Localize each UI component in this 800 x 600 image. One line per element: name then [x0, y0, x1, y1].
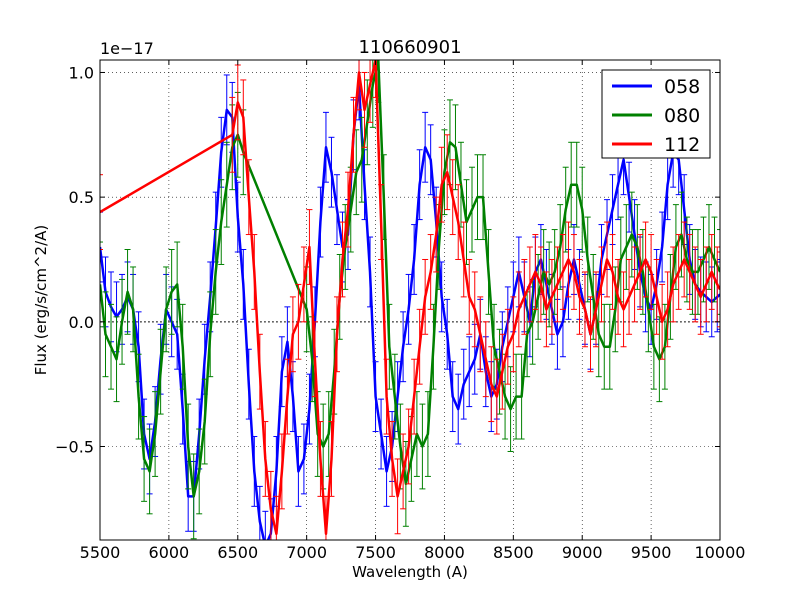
x-tick-label: 8500 — [493, 543, 534, 562]
y-tick-label: −0.5 — [55, 437, 94, 456]
x-tick-label: 7000 — [286, 543, 327, 562]
y-tick-label: 0.5 — [69, 188, 94, 207]
y-tick-label: 1.0 — [69, 63, 94, 82]
x-tick-label: 6500 — [217, 543, 258, 562]
y-offset-label: 1e−17 — [100, 39, 154, 58]
series-line-080 — [100, 60, 720, 498]
legend-label-080: 080 — [664, 105, 700, 127]
y-axis-label: Flux (erg/s/cm^2/A) — [32, 225, 50, 376]
series-line-112 — [100, 60, 720, 536]
x-tick-label: 6000 — [149, 543, 190, 562]
legend-label-112: 112 — [664, 134, 700, 156]
x-tick-label: 10000 — [695, 543, 746, 562]
x-tick-label: 7500 — [355, 543, 396, 562]
series-080 — [100, 60, 720, 540]
series-line-058 — [100, 83, 720, 540]
legend: 058 080 112 — [601, 69, 711, 159]
x-tick-label: 8000 — [424, 543, 465, 562]
plot-frame — [99, 59, 721, 541]
y-tick-label: 0.0 — [69, 313, 94, 332]
series-group — [100, 60, 720, 540]
x-tick-label: 9500 — [631, 543, 672, 562]
x-axis-label: Wavelength (A) — [352, 563, 468, 581]
series-112 — [100, 60, 720, 540]
chart-title: 110660901 — [358, 37, 461, 58]
legend-label-058: 058 — [664, 76, 700, 98]
x-tick-label: 9000 — [562, 543, 603, 562]
x-tick-label: 5500 — [80, 543, 121, 562]
ticks: 5500 6000 6500 7000 7500 8000 8500 9000 9500 1000… — [55, 60, 745, 562]
